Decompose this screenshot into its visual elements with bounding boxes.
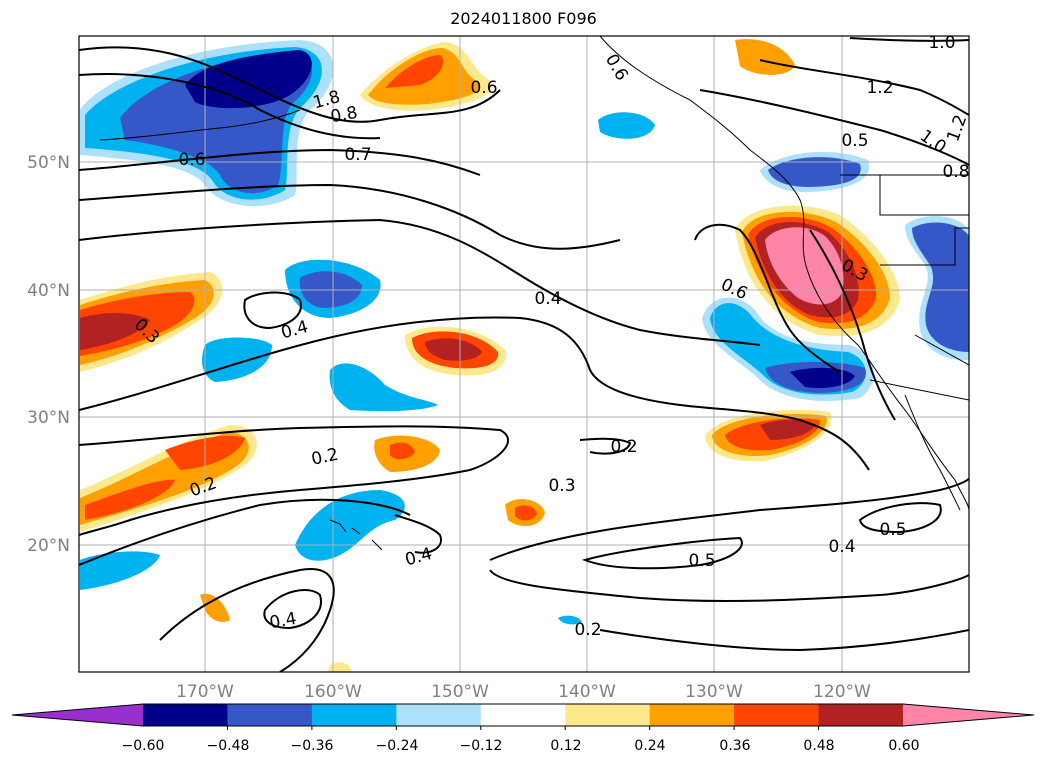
- negative-anomaly-patch: [790, 367, 855, 388]
- colorbar-swatch: [818, 704, 904, 726]
- latitude-label: 50°N: [27, 153, 70, 173]
- map-title: 2024011800 F096: [450, 9, 597, 28]
- longitude-label: 140°W: [558, 682, 616, 702]
- contour-label: 1.2: [866, 78, 893, 98]
- positive-anomaly-patch: [385, 55, 444, 88]
- colorbar-tick-label: −0.24: [376, 738, 419, 754]
- contour-label: 0.2: [310, 445, 341, 470]
- colorbar-tick-label: 0.12: [550, 738, 581, 754]
- colorbar-swatch: [565, 704, 651, 726]
- contour-label: 0.5: [879, 520, 906, 540]
- colorbar-swatch: [480, 704, 566, 726]
- negative-anomaly-patch: [768, 157, 861, 187]
- positive-anomaly-patch: [760, 419, 815, 440]
- longitude-label: 160°W: [304, 682, 362, 702]
- negative-anomaly-patch: [329, 363, 438, 412]
- positive-anomaly-patch: [515, 505, 537, 521]
- colorbar-swatch: [227, 704, 313, 726]
- colorbar-tick-label: −0.36: [291, 738, 334, 754]
- colorbar-swatch: [396, 704, 482, 726]
- colorbar-tick-label: 0.24: [634, 738, 665, 754]
- latitude-labels: 50°N 40°N 30°N 20°N: [27, 153, 70, 556]
- positive-anomaly-patch: [85, 479, 175, 520]
- positive-anomaly-patch: [735, 39, 795, 75]
- positive-anomaly-patch: [328, 662, 352, 672]
- colorbar-extend-low: [12, 704, 143, 726]
- contour-label: 0.6: [178, 150, 205, 170]
- positive-anomaly-patch: [425, 338, 482, 361]
- negative-anomaly-patch: [80, 551, 160, 590]
- colorbar: [11, 703, 1035, 730]
- colorbar-tick-label: −0.60: [122, 738, 165, 754]
- contour-label: 0.8: [942, 162, 969, 182]
- contour-label: 0.5: [688, 551, 715, 571]
- contour-label: 0.2: [610, 437, 637, 457]
- negative-anomaly-patch: [295, 490, 405, 561]
- contour-label: 0.6: [601, 51, 632, 84]
- longitude-labels: 170°W 160°W 150°W 140°W 130°W 120°W: [176, 682, 871, 702]
- longitude-label: 150°W: [431, 682, 489, 702]
- longitude-label: 130°W: [685, 682, 743, 702]
- contour-label: 0.5: [841, 131, 868, 151]
- contour-lines: [79, 37, 969, 672]
- colorbar-tick-label: 0.60: [888, 738, 919, 754]
- longitude-label: 170°W: [176, 682, 234, 702]
- colorbar-tick-label: 0.36: [719, 738, 750, 754]
- negative-anomaly-patch: [912, 222, 969, 352]
- contour-label: 1.2: [943, 112, 971, 144]
- colorbar-outline: [11, 703, 1035, 727]
- latitude-label: 30°N: [27, 408, 70, 428]
- contour-label: 1.0: [928, 33, 955, 53]
- contour-label: 0.8: [329, 103, 359, 127]
- longitude-label: 120°W: [813, 682, 871, 702]
- colorbar-swatch: [311, 704, 397, 726]
- map-frame: [78, 35, 970, 673]
- contour-label: 0.6: [470, 78, 497, 98]
- positive-anomaly-patch: [765, 227, 844, 305]
- latitude-label: 20°N: [27, 536, 70, 556]
- colorbar-swatch: [143, 704, 228, 726]
- positive-anomaly-patch: [80, 313, 150, 350]
- colorbar-swatch: [649, 704, 735, 726]
- colorbar-swatch: [734, 704, 820, 726]
- positive-anomaly-patch: [200, 593, 230, 622]
- contour-label: 0.2: [574, 620, 601, 640]
- colorbar-tick-label: −0.48: [207, 738, 250, 754]
- negative-anomaly-patch: [185, 50, 312, 109]
- contour-label: 0.4: [403, 544, 434, 570]
- filled-anomaly-layer: [80, 39, 969, 672]
- contour-label: 0.7: [344, 145, 371, 165]
- coastlines: [99, 36, 969, 551]
- colorbar-tick-label: −0.12: [460, 738, 503, 754]
- contour-label: 0.4: [279, 317, 310, 343]
- graticule: [79, 36, 969, 672]
- colorbar-tick-label: 0.48: [803, 738, 834, 754]
- contour-label: 0.4: [828, 537, 855, 557]
- contour-label: 0.3: [548, 476, 575, 496]
- negative-anomaly-patch: [202, 337, 272, 382]
- contour-label: 0.4: [534, 289, 561, 309]
- negative-anomaly-patch: [558, 615, 582, 625]
- colorbar-extend-high: [903, 704, 1034, 726]
- latitude-label: 40°N: [27, 281, 70, 301]
- contour-label: 0.4: [268, 609, 298, 633]
- negative-anomaly-patch: [598, 112, 655, 139]
- colorbar-tick-labels: −0.60 −0.48 −0.36 −0.24 −0.12 0.12 0.24 …: [122, 738, 920, 754]
- positive-anomaly-patch: [390, 442, 415, 460]
